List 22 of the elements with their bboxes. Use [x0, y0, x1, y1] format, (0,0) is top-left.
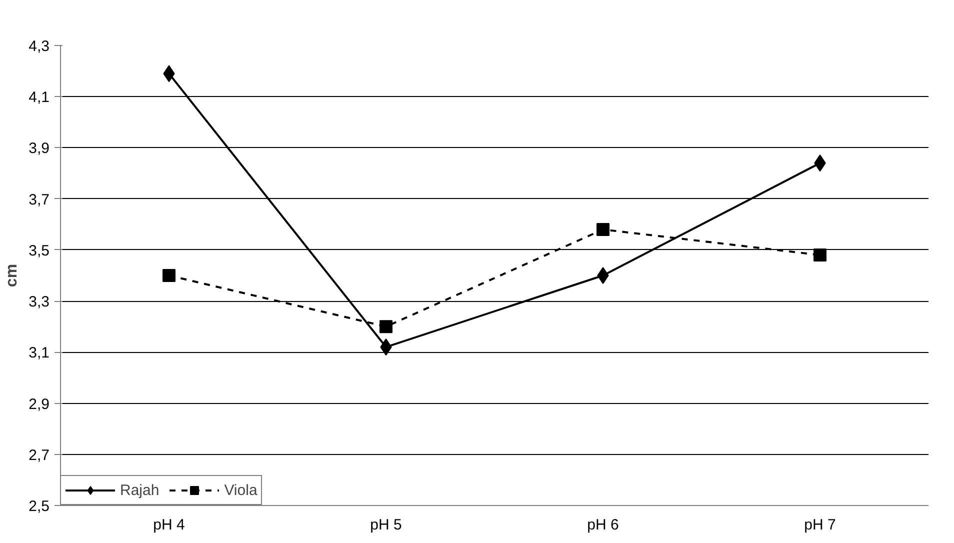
y-tick-label: 3,3 [28, 294, 50, 311]
x-tick-label: pH 5 [370, 516, 402, 534]
y-tick-label: 2,5 [28, 498, 50, 515]
y-tick-label: 3,1 [28, 344, 50, 362]
legend-label: Viola [224, 482, 258, 498]
y-tick-label: 3,7 [28, 191, 50, 208]
point [380, 320, 392, 334]
y-tick-label: 3,9 [28, 140, 50, 158]
y-tick-label: 4,1 [28, 89, 50, 106]
y-tick-label: 3,5 [28, 242, 50, 260]
point [596, 223, 610, 236]
x-tick-label: pH 7 [804, 516, 836, 534]
x-tick-label: pH 4 [153, 516, 185, 534]
y-tick-label: 2,7 [28, 446, 50, 464]
point [162, 269, 176, 282]
y-axis-title: cm [4, 264, 21, 288]
legend-label: Rajah [120, 482, 160, 498]
y-tick-label: 4,3 [28, 38, 50, 55]
point [597, 267, 609, 284]
y-tick-label: 2,9 [28, 396, 50, 413]
x-tick-label: pH 6 [587, 516, 619, 534]
point [814, 248, 826, 262]
